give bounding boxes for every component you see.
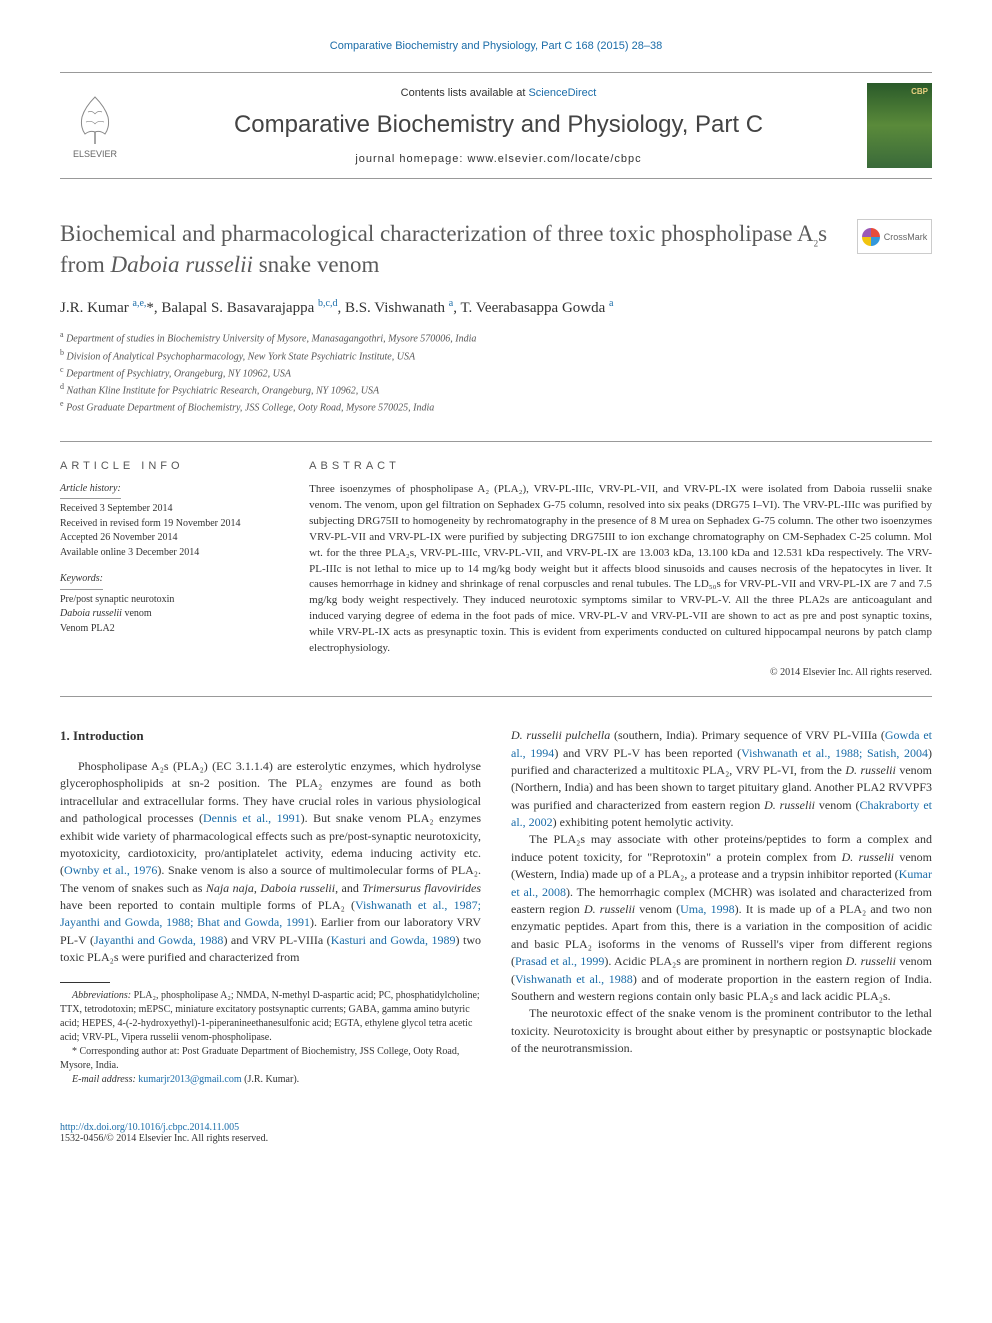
footer-copyright: 1532-0456/© 2014 Elsevier Inc. All right… bbox=[60, 1133, 932, 1144]
publisher-name: ELSEVIER bbox=[73, 149, 117, 159]
elsevier-logo: ELSEVIER bbox=[60, 86, 130, 166]
abstract-text: Three isoenzymes of phospholipase A₂ (PL… bbox=[309, 482, 932, 657]
contents-lists-line: Contents lists available at ScienceDirec… bbox=[150, 87, 847, 99]
article-history: Received 3 September 2014Received in rev… bbox=[60, 502, 279, 560]
email-link[interactable]: kumarjr2013@gmail.com bbox=[138, 1074, 241, 1085]
journal-homepage: journal homepage: www.elsevier.com/locat… bbox=[150, 153, 847, 165]
abstract-heading: ABSTRACT bbox=[309, 460, 932, 472]
body-column-right: D. russelii pulchella (southern, India).… bbox=[511, 727, 932, 1087]
footnote-rule bbox=[60, 982, 110, 983]
crossmark-icon bbox=[862, 228, 880, 246]
article-info-heading: ARTICLE INFO bbox=[60, 460, 279, 472]
affiliations: a Department of studies in Biochemistry … bbox=[60, 329, 932, 416]
affiliation-line: a Department of studies in Biochemistry … bbox=[60, 329, 932, 346]
body-paragraph: D. russelii pulchella (southern, India).… bbox=[511, 727, 932, 831]
section-heading-intro: 1. Introduction bbox=[60, 727, 481, 746]
journal-cover-thumbnail bbox=[867, 83, 932, 168]
keywords-label: Keywords: bbox=[60, 572, 103, 590]
affiliation-line: c Department of Psychiatry, Orangeburg, … bbox=[60, 364, 932, 381]
history-line: Received 3 September 2014 bbox=[60, 502, 279, 517]
sciencedirect-link[interactable]: ScienceDirect bbox=[528, 87, 596, 99]
article-title: Biochemical and pharmacological characte… bbox=[60, 219, 932, 280]
footnote-email: E-mail address: kumarjr2013@gmail.com (J… bbox=[60, 1073, 481, 1087]
footnote-abbreviations: Abbreviations: PLA₂, phospholipase A₂; N… bbox=[60, 989, 481, 1045]
doi-link[interactable]: http://dx.doi.org/10.1016/j.cbpc.2014.11… bbox=[60, 1122, 932, 1133]
history-line: Accepted 26 November 2014 bbox=[60, 531, 279, 546]
affiliation-line: e Post Graduate Department of Biochemist… bbox=[60, 398, 932, 415]
keyword-line: Venom PLA2 bbox=[60, 622, 279, 637]
crossmark-label: CrossMark bbox=[884, 232, 928, 242]
keywords-list: Pre/post synaptic neurotoxinDaboia russe… bbox=[60, 593, 279, 637]
body-paragraph: The PLA₂s may associate with other prote… bbox=[511, 831, 932, 1005]
authors-line: J.R. Kumar a,e,*, Balapal S. Basavarajap… bbox=[60, 298, 932, 317]
page-footer: http://dx.doi.org/10.1016/j.cbpc.2014.11… bbox=[60, 1122, 932, 1144]
body-paragraph: The neurotoxic effect of the snake venom… bbox=[511, 1005, 932, 1057]
elsevier-tree-icon bbox=[70, 92, 120, 147]
body-column-left: 1. Introduction Phospholipase A₂s (PLA₂)… bbox=[60, 727, 481, 1087]
citation-header: Comparative Biochemistry and Physiology,… bbox=[60, 40, 932, 52]
abstract-copyright: © 2014 Elsevier Inc. All rights reserved… bbox=[309, 667, 932, 678]
keyword-line: Daboia russelii venom bbox=[60, 607, 279, 622]
history-line: Available online 3 December 2014 bbox=[60, 546, 279, 561]
footnote-corresponding: * Corresponding author at: Post Graduate… bbox=[60, 1045, 481, 1073]
body-paragraph: Phospholipase A₂s (PLA₂) (EC 3.1.1.4) ar… bbox=[60, 758, 481, 967]
affiliation-line: d Nathan Kline Institute for Psychiatric… bbox=[60, 381, 932, 398]
keyword-line: Pre/post synaptic neurotoxin bbox=[60, 593, 279, 608]
history-line: Received in revised form 19 November 201… bbox=[60, 517, 279, 532]
crossmark-badge[interactable]: CrossMark bbox=[857, 219, 932, 254]
article-history-label: Article history: bbox=[60, 482, 121, 500]
affiliation-line: b Division of Analytical Psychopharmacol… bbox=[60, 347, 932, 364]
journal-title: Comparative Biochemistry and Physiology,… bbox=[150, 111, 847, 139]
masthead: ELSEVIER Contents lists available at Sci… bbox=[60, 72, 932, 179]
